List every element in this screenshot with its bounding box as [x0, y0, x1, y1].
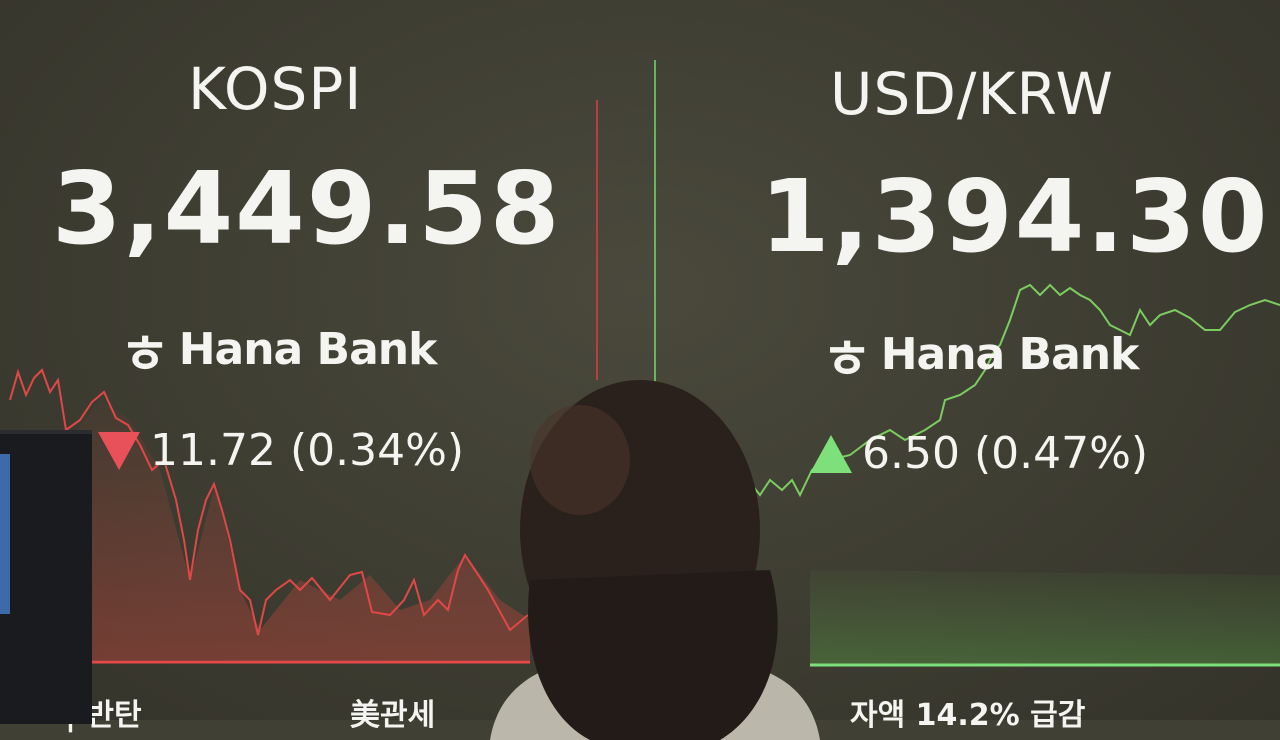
foreground-monitor [0, 430, 92, 724]
kospi-value: 3,449.58 [52, 150, 562, 267]
kospi-title: KOSPI [188, 55, 363, 123]
usdkrw-value: 1,394.30 [760, 158, 1270, 275]
ticker-text-3: 자액 14.2% 급감 [850, 698, 1086, 733]
usdkrw-area [810, 570, 1280, 665]
hana-bank-logo-icon: ㅎ [120, 323, 170, 386]
up-triangle-icon [810, 434, 852, 473]
brand-name: Hana Bank [880, 329, 1140, 380]
usdkrw-line [724, 283, 1280, 498]
change-value: 6.50 (0.47%) [862, 428, 1149, 479]
person-silhouette [490, 380, 820, 740]
ticker-text-2: 美관세 [350, 698, 436, 733]
down-triangle-icon [98, 431, 140, 470]
kospi-line [9, 368, 529, 636]
kospi-change: 11.72 (0.34%) [98, 425, 464, 476]
brand-name: Hana Bank [178, 324, 438, 375]
usdkrw-brand: ㅎ Hana Bank [822, 315, 1140, 394]
hana-bank-logo-icon: ㅎ [822, 328, 872, 391]
charts [9, 60, 1280, 667]
usdkrw-change: 6.50 (0.47%) [810, 428, 1148, 479]
usdkrw-title: USD/KRW [830, 60, 1114, 128]
kospi-area [70, 400, 530, 660]
change-value: 11.72 (0.34%) [150, 425, 465, 476]
kospi-brand: ㅎ Hana Bank [120, 310, 438, 389]
